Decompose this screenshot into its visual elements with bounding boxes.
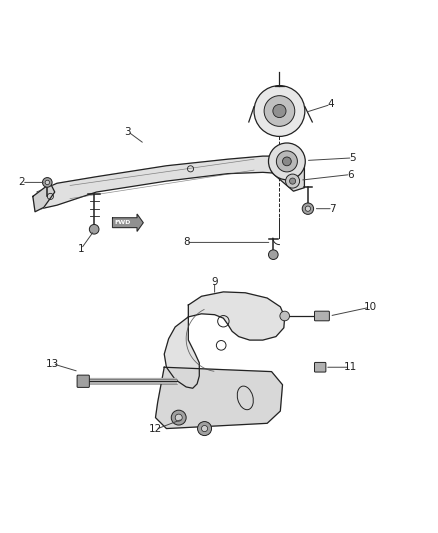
Text: 2: 2: [18, 177, 25, 188]
Text: 13: 13: [46, 359, 59, 369]
Polygon shape: [155, 367, 283, 429]
FancyBboxPatch shape: [314, 311, 329, 321]
Circle shape: [42, 177, 52, 187]
Circle shape: [273, 104, 286, 118]
Text: FWD: FWD: [114, 220, 131, 225]
Circle shape: [305, 206, 311, 211]
Circle shape: [286, 174, 300, 188]
Text: 4: 4: [327, 100, 334, 109]
Circle shape: [268, 143, 305, 180]
Circle shape: [302, 203, 314, 214]
Text: 8: 8: [183, 237, 190, 247]
FancyBboxPatch shape: [314, 362, 326, 372]
Circle shape: [276, 151, 297, 172]
Text: 9: 9: [211, 277, 218, 287]
Polygon shape: [37, 156, 289, 209]
Text: 6: 6: [347, 169, 354, 180]
Circle shape: [280, 311, 290, 321]
Circle shape: [290, 178, 296, 184]
Circle shape: [89, 224, 99, 234]
Polygon shape: [113, 214, 143, 231]
Circle shape: [283, 157, 291, 166]
FancyBboxPatch shape: [77, 375, 89, 387]
Polygon shape: [164, 292, 285, 388]
Circle shape: [201, 425, 208, 432]
Text: 10: 10: [364, 302, 377, 312]
Circle shape: [198, 422, 212, 435]
Circle shape: [45, 180, 49, 184]
Text: 5: 5: [349, 153, 356, 163]
Circle shape: [264, 96, 295, 126]
Text: 11: 11: [344, 362, 357, 372]
Circle shape: [268, 250, 278, 260]
Text: 12: 12: [149, 424, 162, 434]
Text: 1: 1: [78, 244, 85, 254]
Text: 7: 7: [329, 204, 336, 214]
Circle shape: [171, 410, 186, 425]
Circle shape: [254, 86, 305, 136]
Polygon shape: [33, 183, 55, 212]
Circle shape: [175, 414, 182, 421]
Text: 3: 3: [124, 127, 131, 136]
Polygon shape: [272, 156, 304, 191]
